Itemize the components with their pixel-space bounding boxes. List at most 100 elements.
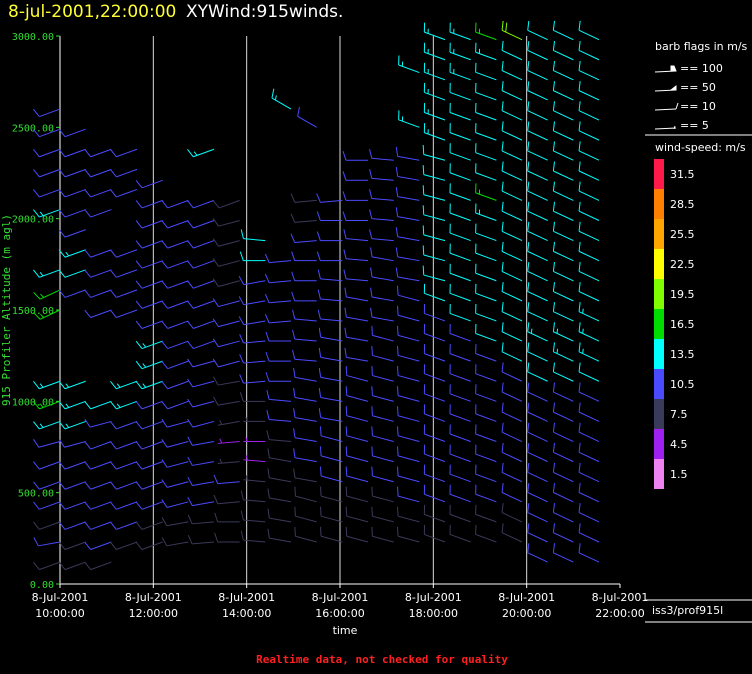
wind-barb	[449, 203, 471, 221]
barb-half-feather	[245, 436, 248, 442]
barb-staff	[475, 192, 497, 201]
wind-barb	[33, 148, 61, 158]
wind-barb	[501, 261, 523, 282]
barb-half-feather	[142, 363, 147, 368]
wind-barb	[552, 282, 574, 302]
barb-staff	[64, 400, 86, 410]
barb-staff	[527, 90, 548, 101]
barb-staff	[397, 236, 420, 242]
barb-staff	[553, 230, 574, 242]
x-tick-time: 20:00:00	[502, 607, 551, 620]
barb-staff	[116, 420, 138, 430]
barb-half-feather	[116, 403, 121, 408]
barb-feather	[343, 229, 347, 239]
barb-staff	[269, 398, 292, 402]
barb-staff	[475, 393, 497, 402]
barb-staff	[553, 190, 574, 201]
wind-barb	[161, 537, 189, 547]
wind-barb	[397, 486, 420, 503]
barb-feather	[110, 309, 117, 318]
barb-staff	[372, 334, 394, 342]
wind-barb	[161, 340, 189, 350]
barb-staff	[141, 360, 163, 370]
barb-staff	[449, 232, 471, 242]
barb-feather	[135, 461, 143, 470]
wind-barb	[187, 535, 215, 545]
wind-barbs	[33, 20, 600, 571]
wind-barb	[290, 213, 317, 223]
barb-feather	[370, 307, 373, 318]
y-tick-label: 3000.00	[12, 32, 54, 43]
wind-barb	[290, 193, 317, 203]
wind-barb	[578, 282, 600, 302]
barb-feather	[271, 88, 275, 99]
flag-5-icon	[673, 125, 676, 130]
wind-barb	[371, 426, 394, 443]
barb-staff	[424, 132, 446, 141]
barb-feather	[578, 503, 581, 513]
wind-barb	[187, 398, 215, 408]
wind-barb	[501, 201, 523, 221]
wind-barb	[501, 422, 523, 442]
barb-staff	[39, 188, 61, 198]
barb-staff	[578, 70, 600, 81]
barb-staff	[398, 64, 420, 74]
wind-barb	[423, 283, 446, 302]
wind-barb	[58, 561, 86, 571]
barb-staff	[295, 495, 317, 503]
barb-staff	[218, 220, 240, 227]
wind-barb	[397, 366, 420, 382]
barb-staff	[424, 473, 446, 483]
barb-staff	[64, 209, 86, 218]
wind-barb	[397, 305, 420, 322]
barb-staff	[64, 481, 86, 490]
barb-feather	[58, 229, 66, 238]
barb-staff	[167, 300, 189, 309]
wind-barb	[110, 188, 138, 198]
barb-staff	[501, 512, 523, 523]
barb-feather	[84, 521, 92, 530]
wind-barb	[318, 408, 343, 422]
barb-staff	[372, 455, 394, 463]
wind-barb	[371, 386, 394, 402]
barb-staff	[527, 210, 548, 221]
wind-barb	[110, 521, 138, 530]
wind-barb	[240, 510, 266, 523]
barb-feather	[239, 334, 244, 344]
wind-barb	[293, 448, 317, 463]
barb-staff	[116, 461, 138, 470]
barb-staff	[141, 260, 163, 269]
barb-feather	[33, 128, 40, 137]
barb-staff	[527, 532, 548, 543]
barb-half-feather	[530, 328, 533, 334]
barb-staff	[578, 150, 600, 161]
barb-staff	[346, 415, 369, 422]
barb-feather	[320, 506, 322, 517]
wind-barb	[552, 121, 574, 141]
barb-staff	[475, 353, 497, 362]
barb-staff	[218, 360, 240, 368]
wind-barb	[213, 376, 240, 386]
barb-feather	[369, 229, 373, 239]
barb-feather	[33, 169, 40, 178]
barb-feather	[266, 430, 270, 440]
barb-feather	[552, 483, 555, 493]
wind-barb	[552, 20, 574, 41]
wind-barb	[33, 521, 61, 530]
wind-barb	[475, 344, 497, 362]
barb-feather	[344, 327, 347, 338]
barb-staff	[475, 493, 497, 503]
wind-barb	[578, 161, 600, 181]
barb-staff	[320, 515, 343, 523]
barb-feather	[58, 501, 66, 510]
barb-staff	[166, 461, 189, 468]
barb-feather	[578, 81, 581, 91]
barb-feather	[527, 422, 530, 433]
barb-feather	[552, 20, 555, 31]
barb-feather	[370, 287, 373, 298]
barb-staff	[39, 148, 61, 158]
wind-barb	[449, 123, 471, 141]
wind-barb	[84, 249, 112, 258]
barb-feather	[292, 329, 296, 340]
barb-staff	[449, 373, 471, 382]
